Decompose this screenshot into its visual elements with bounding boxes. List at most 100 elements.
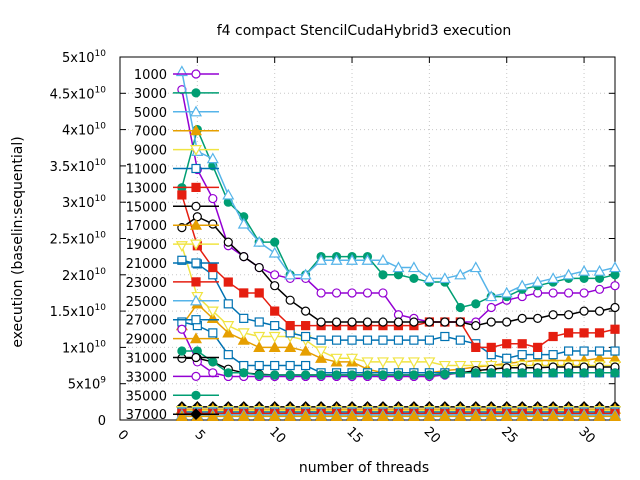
y-tick-label: 5x1010 [62,49,106,66]
data-point [547,410,560,421]
data-point [301,370,311,380]
legend-marker [189,145,203,156]
data-point [517,368,527,378]
y-tick-label: 1.5x1010 [50,303,107,320]
data-point [347,370,357,380]
data-point [301,331,311,342]
data-point [376,357,389,369]
legend-entry-11000: 11000 [126,163,219,178]
data-point [548,350,558,360]
data-point [223,368,233,378]
data-point [361,357,374,369]
x-tick-label: 10 [266,424,288,446]
data-point [177,346,187,356]
data-point [486,302,496,313]
legend-marker [191,182,201,192]
legend-label: 27000 [126,314,167,329]
legend-label: 21000 [126,257,167,272]
data-point [270,370,280,380]
data-point [440,331,450,342]
data-point [301,360,311,371]
legend-entry-17000: 17000 [126,218,219,234]
data-point [392,357,405,369]
data-point [409,370,419,380]
legend-marker [191,201,201,211]
data-point [440,369,450,379]
data-point [533,368,543,378]
data-point [361,254,374,265]
legend-entry-33000: 33000 [126,370,219,385]
data-point [502,339,512,349]
data-point [315,352,328,363]
data-point [407,410,420,421]
data-point [299,344,312,356]
data-point [578,264,591,276]
data-point [316,288,326,298]
legend-entry-1000: 1000 [134,68,219,83]
data-point [268,331,281,343]
data-point [455,335,465,345]
data-point [516,410,529,421]
data-point [175,241,188,252]
data-point [486,342,496,352]
data-point [455,317,465,327]
legend-entry-27000: 27000 [126,314,219,329]
data-point [376,254,389,265]
data-point [253,341,266,352]
data-point [471,321,481,331]
legend-marker [189,124,203,136]
legend-marker [191,390,201,400]
data-point [594,346,605,356]
data-point [208,262,218,273]
data-point [608,410,622,421]
data-point [517,313,527,323]
data-point [206,152,219,164]
legend-marker [189,239,203,251]
legend-label: 15000 [126,200,167,215]
data-point [346,353,359,365]
data-point [177,255,187,265]
data-point [177,190,187,200]
data-point [378,317,388,327]
data-point [579,306,589,316]
data-point [455,302,465,313]
data-point [239,313,249,323]
data-point [192,212,202,222]
data-point [330,410,343,421]
legend-entry-35000: 35000 [126,389,219,404]
data-point [469,410,482,421]
data-point [594,306,605,316]
data-point [407,357,420,369]
legend-label: 9000 [134,144,167,159]
data-point [594,368,605,378]
data-point [206,410,219,421]
legend-label: 7000 [134,125,167,140]
data-point [239,252,249,262]
data-point [563,346,574,356]
x-axis-label: number of threads [299,460,429,476]
legend-label: 19000 [126,238,167,253]
legend-marker [191,163,201,174]
legend-entry-29000: 29000 [126,332,219,348]
data-point [254,370,264,380]
data-point [424,317,434,327]
data-point [471,368,481,378]
data-point [424,370,434,380]
legend-label: 11000 [126,163,167,178]
data-point [316,370,326,380]
series-5000 [175,65,622,302]
data-point [285,295,295,305]
data-point [378,270,388,280]
data-point [270,306,280,316]
data-point [253,331,266,343]
data-point [254,262,264,273]
data-point [562,410,575,421]
legend-marker [191,69,201,79]
data-point [548,368,558,378]
data-point [239,288,249,298]
data-point [315,346,328,358]
data-point [223,237,233,247]
data-point [237,333,250,345]
legend: 1000 3000 5000 7000 9000 11000 13000 15000 17000… [126,68,219,423]
legend-label: 1000 [134,68,167,83]
